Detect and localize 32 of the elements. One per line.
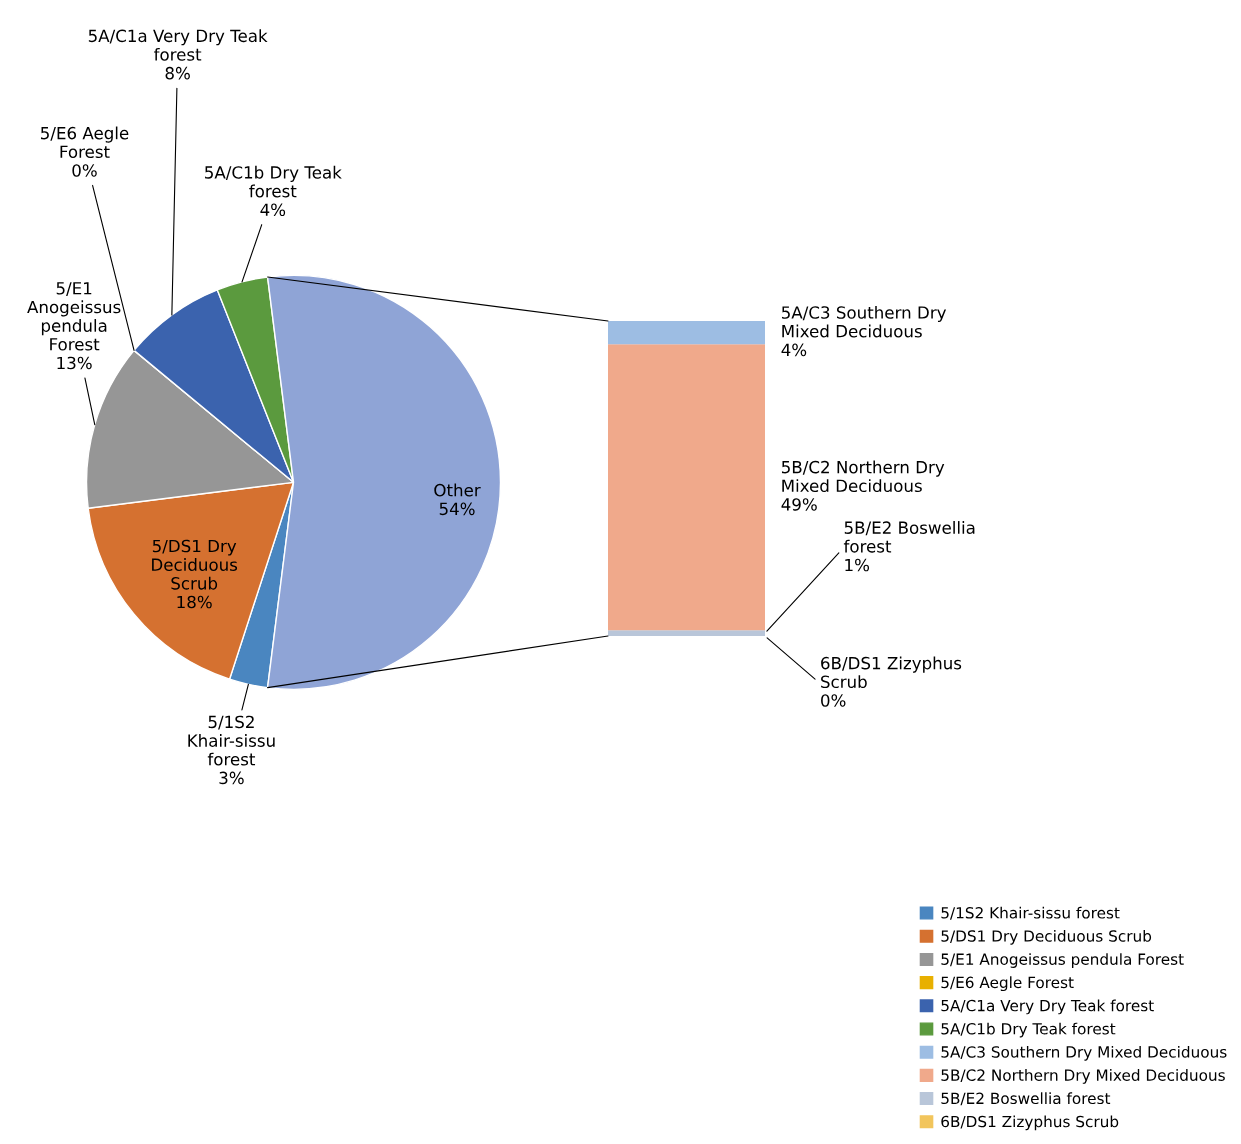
slice-label: 5/E1 Anogeissus pendula Forest <box>27 282 121 351</box>
text: 0% <box>72 164 97 177</box>
data-label: 13% <box>57 356 92 370</box>
text: 6B/DS1 Zizyphus Scrub <box>821 656 962 689</box>
legend-label: 5/E1 Anogeissus pendula Forest <box>941 953 1184 968</box>
slice-label: 5/1S2 Khair-sissu forest <box>188 715 275 766</box>
category-label: 5/E6 Aegle Forest <box>41 126 129 159</box>
slice-label: 5/DS1 Dry Deciduous Scrub <box>152 539 238 590</box>
data-label: 4% <box>781 343 807 357</box>
legend-label: 5B/E2 Boswellia forest <box>941 1092 1111 1106</box>
data-label: 54% <box>439 502 475 516</box>
text: 5B/E2 Boswellia forest <box>843 521 975 553</box>
legend-label: 5A/C1b Dry Teak forest <box>941 1022 1116 1038</box>
data-label: 49% <box>781 498 817 511</box>
legend-label: 5A/C1a Very Dry Teak forest <box>941 999 1154 1015</box>
legend-label: 5B/C2 Northern Dry Mixed Deciduous <box>941 1069 1225 1084</box>
legend-label: 5/E6 Aegle Forest <box>941 976 1074 992</box>
legend-label: 5A/C3 Southern Dry Mixed Deciduous <box>941 1045 1227 1061</box>
slice-label: 5A/C1a Very Dry Teak forest <box>88 29 268 61</box>
data-label: 8% <box>165 66 190 80</box>
data-label: 4% <box>260 203 286 217</box>
legend-label: 5/1S2 Khair-sissu forest <box>941 906 1120 920</box>
legend-label: 5/DS1 Dry Deciduous Scrub <box>941 929 1152 945</box>
text: 5B/C2 Northern Dry Mixed Deciduous <box>781 460 945 493</box>
text: 5A/C3 Southern Dry Mixed Deciduous <box>781 305 947 338</box>
data-label: 18% <box>177 595 212 609</box>
legend-label: 6B/DS1 Zizyphus Scrub <box>941 1115 1119 1131</box>
slice-label: 5A/C1b Dry Teak forest <box>205 165 342 198</box>
slice-label: Other <box>434 483 481 497</box>
data-label: 1% <box>845 558 870 572</box>
data-label: 0% <box>821 694 846 707</box>
data-label: 3% <box>219 771 244 785</box>
